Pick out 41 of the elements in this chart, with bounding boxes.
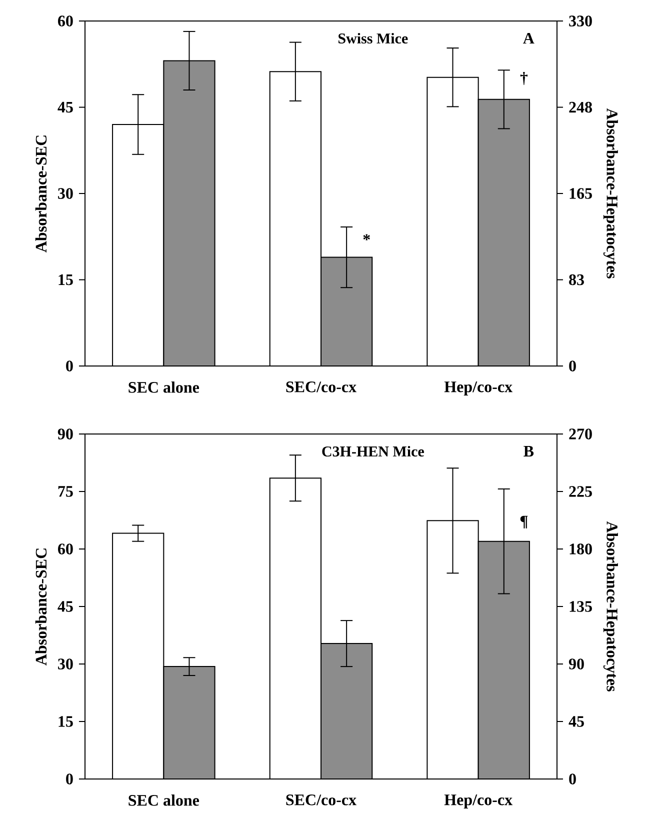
y2-tick-label: 270: [569, 428, 592, 440]
x-tick-label: SEC alone: [128, 382, 200, 393]
y2-tick-label: 0: [569, 360, 576, 372]
y-tick-label: 15: [58, 274, 73, 286]
annotation: *: [363, 234, 370, 240]
y-tick-label: 90: [58, 428, 73, 440]
x-tick-label: SEC alone: [128, 794, 200, 806]
text: Swiss Mice: [338, 32, 408, 44]
y2-tick-label: 135: [570, 601, 592, 612]
y-tick-label: 15: [58, 716, 73, 727]
x-tick-label: Hep/co-cx: [444, 794, 512, 808]
y2-tick-label: 180: [570, 544, 592, 554]
y2-tick-label: 248: [569, 102, 592, 113]
text: C3H-HEN Mice: [322, 446, 424, 457]
y-axis-title: Absorbance-SEC: [35, 548, 47, 666]
x-tick-label: SEC/co-cx: [286, 382, 356, 392]
x-tick-label: SEC/co-cx: [286, 794, 356, 806]
y-tick-label: 45: [58, 102, 73, 113]
y2-tick-label: 83: [569, 274, 584, 286]
x-tick-label: Hep/co-cx: [444, 382, 512, 396]
y-tick-label: 0: [66, 774, 73, 784]
annotation: B: [524, 446, 534, 457]
y2-axis-title: Absorbance-Hepatocytes: [603, 108, 618, 278]
y-tick-label: 30: [58, 188, 73, 199]
y-tick-label: 60: [58, 544, 73, 554]
y2-tick-label: 0: [569, 774, 576, 784]
annotation: †: [520, 72, 528, 85]
y2-tick-label: 45: [568, 716, 584, 727]
y2-tick-label: 225: [569, 486, 592, 497]
y-tick-label: 60: [58, 16, 73, 26]
y-tick-label: 0: [66, 360, 73, 372]
y2-tick-label: 165: [570, 188, 592, 199]
y-tick-label: 30: [58, 658, 73, 670]
y2-tick-label: 90: [568, 658, 584, 670]
y2-tick-label: 330: [569, 16, 592, 26]
y2-axis-title: Absorbance-Hepatocytes: [603, 521, 618, 692]
annotation: A: [523, 32, 534, 44]
y-axis-title: Absorbance-SEC: [35, 136, 47, 252]
y-tick-label: 45: [58, 601, 73, 612]
annotation: ¶: [520, 516, 528, 528]
y-tick-label: 75: [58, 486, 73, 497]
